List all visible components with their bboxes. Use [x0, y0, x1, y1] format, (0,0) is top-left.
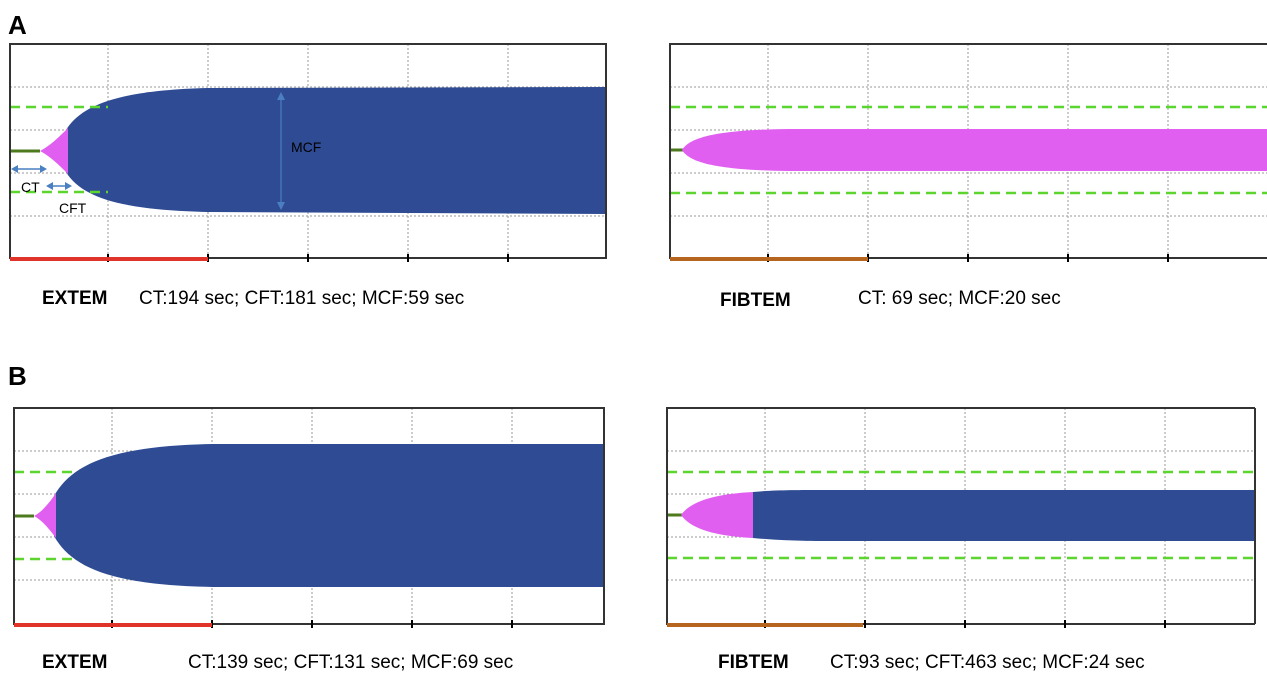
- ct-arrow: [11, 165, 47, 173]
- ct-label: CT: [21, 179, 40, 195]
- runtime-bar: [670, 257, 868, 261]
- clot-amplitude-trace: [66, 87, 606, 214]
- caption-b-extem: EXTEM: [42, 652, 107, 674]
- runtime-bar: [14, 623, 212, 627]
- cft-arrow: [46, 182, 72, 190]
- rotem-trace-a-extem: MCF CT CFT: [9, 43, 607, 262]
- results-b-fibtem: CT:93 sec; CFT:463 sec; MCF:24 sec: [830, 652, 1145, 673]
- section-label-a: A: [8, 10, 27, 40]
- panel-b-fibtem: [665, 406, 1257, 632]
- caption-b-fibtem: FIBTEM: [718, 652, 789, 674]
- panel-a-fibtem: [668, 42, 1267, 266]
- mcf-label: MCF: [291, 139, 321, 155]
- assay-name: EXTEM: [42, 652, 108, 673]
- runtime-bar: [10, 257, 208, 261]
- rotem-trace-a-fibtem: [669, 43, 1267, 262]
- results-a-fibtem: CT: 69 sec; MCF:20 sec: [858, 288, 1061, 309]
- caption-a-fibtem: FIBTEM: [720, 290, 791, 312]
- results-a-extem: CT:194 sec; CFT:181 sec; MCF:59 sec: [139, 288, 465, 309]
- results-b-extem: CT:139 sec; CFT:131 sec; MCF:69 sec: [188, 652, 514, 673]
- cft-label: CFT: [59, 200, 87, 216]
- assay-name: FIBTEM: [718, 652, 789, 673]
- clotting-phase-trace: [681, 492, 753, 538]
- section-label-b: B: [8, 361, 27, 391]
- caption-a-extem: EXTEM: [42, 288, 107, 310]
- runtime-bar: [667, 623, 863, 627]
- panel-b-extem: [12, 406, 607, 632]
- panel-a-extem: MCF CT CFT: [8, 42, 610, 266]
- clot-amplitude-trace: [54, 444, 604, 587]
- assay-name: FIBTEM: [720, 290, 791, 311]
- assay-name: EXTEM: [42, 288, 108, 309]
- clotting-phase-trace: [40, 128, 68, 174]
- clot-amplitude-trace: [753, 490, 1255, 541]
- clotting-phase-trace: [682, 129, 1267, 171]
- rotem-trace-b-fibtem: [666, 407, 1256, 628]
- mcf-arrow: [277, 92, 285, 210]
- clotting-phase-trace: [34, 493, 56, 538]
- rotem-trace-b-extem: [13, 407, 605, 628]
